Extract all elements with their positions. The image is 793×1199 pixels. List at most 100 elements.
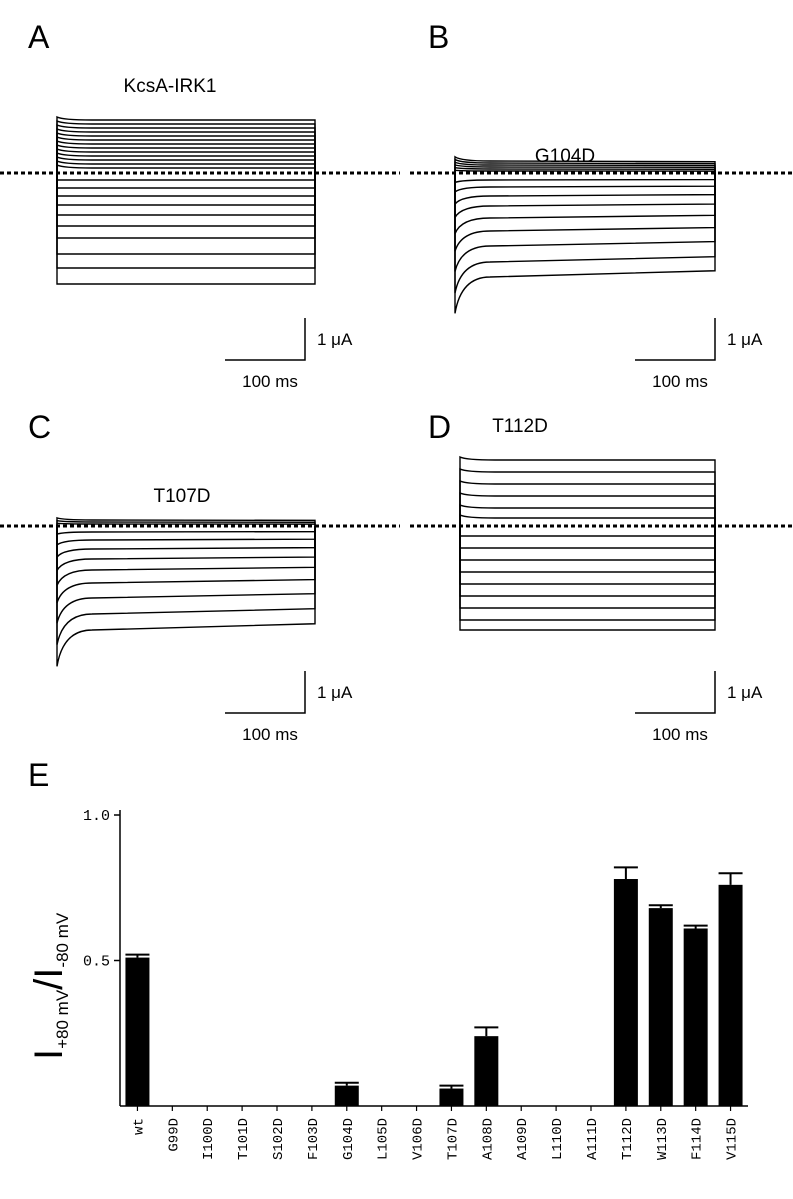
panel-label: C [28, 409, 51, 445]
current-trace [56, 526, 316, 586]
x-tick-label: G104D [341, 1118, 357, 1160]
current-trace [56, 519, 316, 526]
current-trace [56, 173, 316, 285]
current-trace [56, 173, 316, 206]
x-tick-label: S102D [271, 1118, 287, 1160]
error-bar [439, 1084, 464, 1089]
current-trace [454, 173, 716, 235]
current-trace [459, 479, 716, 526]
current-trace [459, 526, 716, 585]
scale-time: 100 ms [242, 725, 298, 744]
x-tick-label: A108D [480, 1118, 496, 1160]
current-trace [459, 526, 716, 561]
panel-title: T112D [492, 416, 548, 437]
current-trace [56, 526, 316, 667]
bar [718, 884, 743, 1106]
y-label-part: I [27, 1049, 71, 1060]
x-tick-label: L105D [376, 1118, 392, 1160]
error-bar [683, 924, 708, 929]
current-trace [454, 173, 716, 194]
current-trace [56, 143, 316, 173]
current-trace [454, 173, 716, 272]
current-trace [454, 173, 716, 207]
current-trace [459, 467, 716, 526]
panel-title: KcsA-IRK1 [124, 76, 217, 97]
scale-time: 100 ms [652, 372, 708, 391]
x-tick-label: V106D [411, 1118, 427, 1160]
scale-bar [635, 318, 716, 361]
error-bar [718, 872, 743, 885]
current-trace [56, 155, 316, 173]
bar [125, 957, 150, 1106]
current-trace [459, 491, 716, 526]
current-trace [459, 503, 716, 526]
x-tick-label: F114D [690, 1118, 706, 1160]
current-trace [454, 161, 716, 173]
current-trace [56, 119, 316, 173]
current-trace [56, 173, 316, 227]
current-trace [56, 173, 316, 255]
bar [613, 879, 638, 1106]
current-trace [56, 147, 316, 173]
error-bar [125, 953, 150, 958]
error-bar [613, 866, 638, 880]
panel-title: T107D [153, 486, 210, 507]
current-trace [56, 526, 316, 547]
y-tick-label: 1.0 [83, 808, 110, 825]
bar [439, 1088, 464, 1106]
current-trace [454, 166, 716, 173]
current-trace [454, 173, 716, 294]
current-trace [56, 135, 316, 173]
bar [648, 908, 673, 1106]
current-trace [459, 455, 716, 526]
scale-current: 1 μA [317, 683, 353, 702]
x-tick-label: A109D [515, 1118, 531, 1160]
current-trace [454, 173, 716, 252]
current-trace [56, 159, 316, 173]
x-tick-label: L110D [550, 1118, 566, 1160]
x-tick-label: V115D [725, 1118, 741, 1160]
current-trace [459, 526, 716, 621]
current-trace [56, 173, 316, 197]
current-trace [459, 526, 716, 631]
current-trace [56, 526, 316, 560]
x-tick-label: F103D [306, 1118, 322, 1160]
current-trace [454, 155, 716, 173]
y-tick-label: 0.5 [83, 954, 110, 971]
current-trace [56, 131, 316, 173]
current-trace [459, 526, 716, 549]
current-trace [56, 516, 316, 526]
scale-bar [225, 318, 306, 361]
error-bar [648, 904, 673, 909]
bar [334, 1085, 359, 1106]
current-trace [454, 158, 716, 173]
y-label-part: -80 mV [53, 912, 72, 967]
current-trace [56, 127, 316, 173]
current-trace [459, 526, 716, 573]
current-trace [56, 522, 316, 526]
panel-label: E [28, 757, 49, 793]
x-tick-label: T112D [620, 1118, 636, 1160]
scale-time: 100 ms [242, 372, 298, 391]
error-bar [474, 1026, 499, 1037]
current-trace [56, 163, 316, 173]
current-trace [56, 139, 316, 173]
y-axis-label: I+80 mV/I-80 mV [27, 912, 72, 1060]
panel-label: B [428, 19, 449, 55]
x-tick-label: G99D [166, 1118, 182, 1152]
x-tick-label: T107D [445, 1118, 461, 1160]
current-trace [56, 151, 316, 173]
scale-bar [635, 671, 716, 714]
error-bar [334, 1081, 359, 1086]
current-trace [454, 163, 716, 173]
x-tick-label: wt [131, 1118, 147, 1135]
panel-label: D [428, 409, 451, 445]
current-trace [454, 173, 716, 314]
panel-label: A [28, 19, 50, 55]
x-tick-label: W113D [655, 1118, 671, 1160]
scale-current: 1 μA [727, 330, 763, 349]
scale-bar [225, 671, 306, 714]
current-trace [56, 526, 316, 604]
x-tick-label: A111D [585, 1118, 601, 1160]
